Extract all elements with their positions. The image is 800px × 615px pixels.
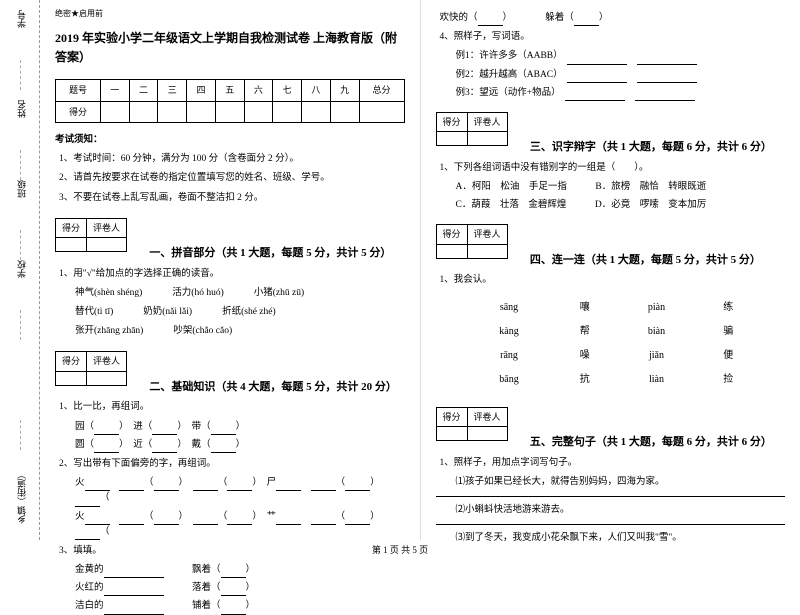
sec2-q1: 1、比一比，再组词。 (55, 400, 405, 415)
eval-box-4: 得分评卷人 (436, 224, 508, 258)
sidebar-label-xuehao: 学号 (15, 10, 28, 28)
secret-label: 绝密★启用前 (55, 8, 405, 21)
score-table: 题号 一 二 三 四 五 六 七 八 九 总分 得分 (55, 79, 405, 123)
fill-row-3: 洁白的 铺着（） (75, 599, 405, 614)
sec5-q1: 1、照样子，用加点字词写句子。 (436, 456, 786, 471)
pinyin-row-2: 替代(tì tī)奶奶(nǎi lǎi)折纸(shé zhé) (75, 305, 405, 320)
exam-title: 2019 年实验小学二年级语文上学期自我检测试卷 上海教育版（附答案） (55, 29, 405, 67)
sec2-q3: 3、填填。 (55, 544, 405, 559)
sent-2: ⑵小蝌蚪快活地游来游去。 (456, 503, 786, 518)
zuci-row-1: 园（） 进（） 带（） (75, 420, 405, 435)
radical-row-2: 火 （） （） 艹 （） （ (75, 510, 405, 540)
sec2-q4: 4、照样子，写词语。 (436, 30, 786, 45)
sent-1: ⑴孩子如果已经长大，就得告别妈妈，四海为家。 (456, 475, 786, 490)
sec3-opt-1[interactable]: A．柯阳 松油 手足一指 B．旅榜 融恰 转眼既逝 (456, 180, 786, 195)
eval-box-3: 得分评卷人 (436, 112, 508, 146)
radical-row-1: 火 （） （） 尸 （） （ (75, 476, 405, 506)
eval-box-2: 得分评卷人 (55, 351, 127, 385)
sidebar-label-xiangzhen: 乡镇（街道） (15, 470, 28, 524)
sidebar-label-xingming: 姓名 (15, 100, 28, 118)
notice-1: 1、考试时间：60 分钟，满分为 100 分（含卷面分 2 分）。 (55, 152, 405, 167)
ex3: 例3：望远（动作+物品） (456, 86, 786, 101)
fill-row-2: 火红的 落着（） (75, 581, 405, 596)
fill-row-4: 欢快的（） 躲着（） (440, 11, 786, 26)
sec3-opt-2[interactable]: C．葫葭 壮落 金碧辉煌 D．必竟 啰嗦 变本加厉 (456, 198, 786, 213)
sent-3: ⑶到了冬天，我变成小花朵飘下来，人们又叫我"雪"。 (456, 531, 786, 546)
notice-3: 3、不要在试卷上乱写乱画，卷面不整洁扣 2 分。 (55, 191, 405, 206)
dash-4 (20, 310, 21, 340)
sec2-title: 二、基础知识（共 4 大题，每题 5 分，共计 20 分） (149, 381, 397, 393)
sec2-q2: 2、写出带有下面偏旁的字，再组词。 (55, 457, 405, 472)
notice-title: 考试须知： (55, 133, 405, 148)
score-value-row: 得分 (56, 101, 405, 122)
answer-line-1[interactable] (436, 496, 786, 497)
dash-5 (20, 420, 21, 450)
binding-sidebar: 学号 姓名 班级 学校 乡镇（街道） (0, 0, 40, 540)
ex2: 例2：越升越高（ABAC） (456, 68, 786, 83)
left-column: 绝密★启用前 2019 年实验小学二年级语文上学期自我检测试卷 上海教育版（附答… (40, 0, 421, 540)
pinyin-row-1: 神气(shèn shéng)活力(hó huó)小猪(zhū zū) (75, 286, 405, 301)
score-header-row: 题号 一 二 三 四 五 六 七 八 九 总分 (56, 80, 405, 101)
dash-2 (20, 150, 21, 180)
notice-2: 2、请首先按要求在试卷的指定位置填写您的姓名、班级、学号。 (55, 171, 405, 186)
fill-row-1: 金黄的 飘着（） (75, 563, 405, 578)
dash-3 (20, 230, 21, 260)
sec3-q1: 1、下列各组词语中没有错别字的一组是（ ）。 (436, 161, 786, 176)
match-table: sāng嚷piàn练 kàng帮biàn骗 rāng噪jiǎn便 bāng抗li… (462, 295, 759, 393)
eval-box-1: 得分评卷人 (55, 218, 127, 252)
sec4-title: 四、连一连（共 1 大题，每题 5 分，共计 5 分） (530, 254, 761, 266)
sec5-title: 五、完整句子（共 1 大题，每题 6 分，共计 6 分） (530, 436, 772, 448)
answer-line-2[interactable] (436, 524, 786, 525)
sec3-title: 三、识字辩字（共 1 大题，每题 6 分，共计 6 分） (530, 141, 772, 153)
ex1: 例1：许许多多（AABB） (456, 49, 786, 64)
sec1-q1: 1、用"√"给加点的字选择正确的读音。 (55, 267, 405, 282)
dash-1 (20, 60, 21, 90)
sidebar-label-banji: 班级 (15, 180, 28, 198)
pinyin-row-3: 张开(zhāng zhān)吵架(chǎo cǎo) (75, 324, 405, 339)
eval-box-5: 得分评卷人 (436, 407, 508, 441)
right-column: 欢快的（） 躲着（） 4、照样子，写词语。 例1：许许多多（AABB） 例2：越… (421, 0, 800, 540)
sidebar-label-xuexiao: 学校 (15, 260, 28, 278)
zuci-row-2: 圆（） 近（） 戴（） (75, 438, 405, 453)
sec4-q1: 1、我会认。 (436, 273, 786, 288)
sec1-title: 一、拼音部分（共 1 大题，每题 5 分，共计 5 分） (149, 247, 391, 259)
